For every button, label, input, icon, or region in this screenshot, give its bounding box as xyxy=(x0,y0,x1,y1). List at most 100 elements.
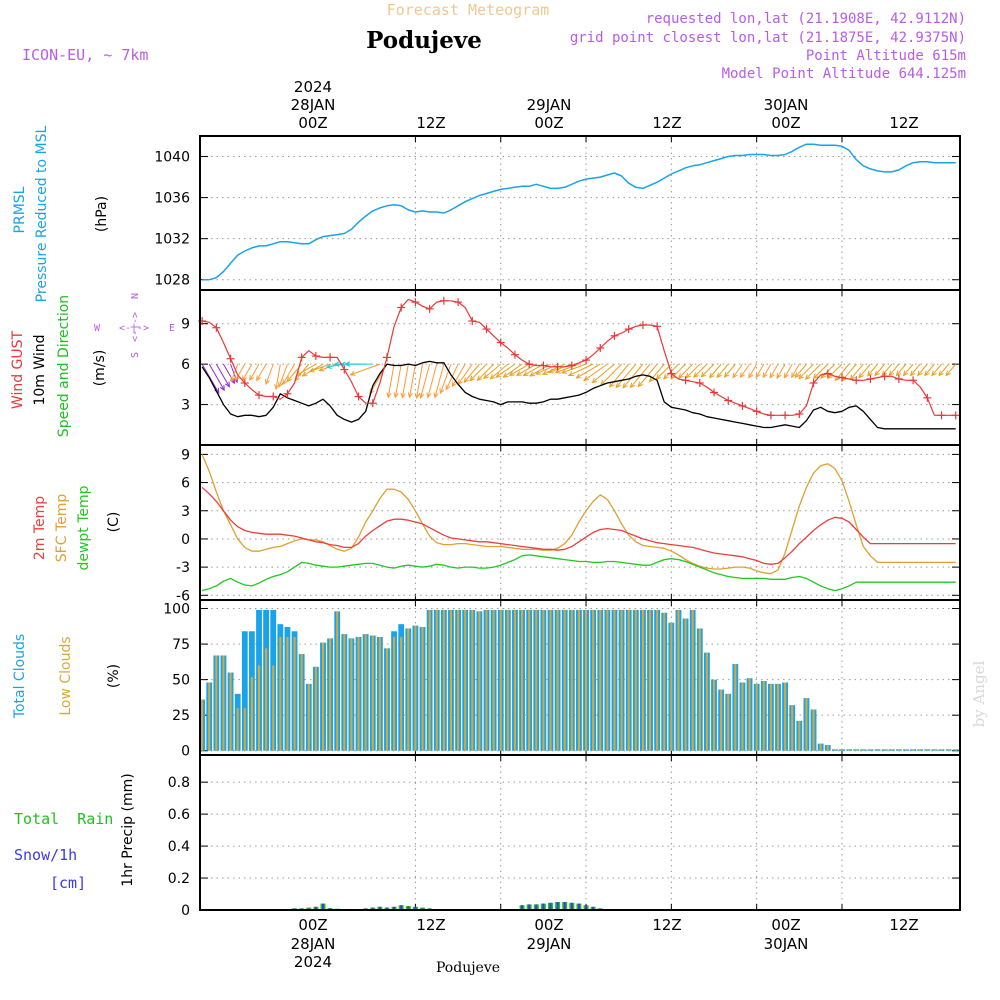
wind-arrowhead xyxy=(867,370,873,377)
y-tick-label: 100 xyxy=(163,602,190,618)
wind-arrowhead xyxy=(804,374,811,380)
wind-arrowhead xyxy=(655,374,662,380)
snow-unit-label: [cm] xyxy=(50,874,86,892)
y-tick-label: 0 xyxy=(181,903,190,919)
wind-direction-arrow xyxy=(490,363,509,380)
total-cloud-bar xyxy=(241,631,248,751)
wind-direction-arrow xyxy=(805,363,822,380)
low-cloud-bar xyxy=(613,609,616,751)
precip-unit-label: 1hr Precip (mm) xyxy=(120,773,136,886)
wind-arrowhead xyxy=(678,373,684,379)
wind-arrowhead xyxy=(723,372,730,378)
low-cloud-bar xyxy=(350,638,353,751)
wind-speed-line xyxy=(201,360,956,430)
wind-arrowhead xyxy=(451,381,457,388)
low-cloud-bar xyxy=(826,745,829,751)
low-cloud-bar xyxy=(869,749,872,751)
low-cloud-bar xyxy=(378,636,381,751)
low-cloud-bar xyxy=(684,618,687,751)
wind-direction-arrow xyxy=(867,363,878,377)
wind-arrowhead xyxy=(917,370,923,377)
low-cloud-bar xyxy=(819,743,822,751)
wind-direction-arrow xyxy=(394,364,402,398)
wind-arrowhead xyxy=(637,381,644,388)
top-tick-label: 00Z xyxy=(298,114,327,132)
wind-arrowhead xyxy=(349,370,356,376)
low-cloud-bar xyxy=(521,609,524,751)
snow-bar xyxy=(542,903,545,910)
low-cloud-bar xyxy=(385,648,389,751)
low-cloud-bar xyxy=(926,749,929,751)
wind-direction-arrow xyxy=(434,364,445,398)
wind-arrowhead xyxy=(407,392,413,399)
wind-arrowhead xyxy=(693,372,699,378)
wind-arrowhead xyxy=(529,371,536,377)
low-cloud-bar xyxy=(400,636,403,751)
low-cloud-bar xyxy=(471,609,474,751)
low-cloud-bar xyxy=(464,609,467,751)
wind-arrowhead xyxy=(895,370,902,377)
low-cloud-bar xyxy=(712,679,716,751)
wind-direction-arrow xyxy=(215,363,230,387)
low-cloud-bar xyxy=(584,609,588,751)
wind-arrowhead xyxy=(648,376,655,383)
wind-direction-arrow xyxy=(439,363,452,394)
wind-arrowhead xyxy=(739,372,745,379)
wind-direction-arrow xyxy=(420,364,431,398)
wind-arrowhead xyxy=(476,375,483,382)
wind-arrowhead xyxy=(615,382,622,389)
wind-arrowhead xyxy=(482,373,489,380)
low-cloud-bar xyxy=(776,683,780,751)
bottom-tick-label: 12Z xyxy=(416,916,445,934)
low-cloud-bar xyxy=(357,636,360,751)
y-tick-label: 3 xyxy=(181,398,190,414)
wind-direction-arrow xyxy=(282,363,295,385)
low-cloud-bar xyxy=(577,609,580,751)
low-cloud-bar xyxy=(556,609,559,751)
wind-direction-arrow xyxy=(903,363,914,376)
low-cloud-bar xyxy=(371,635,374,751)
wind-direction-arrow xyxy=(776,363,786,379)
low-cloud-bar xyxy=(862,749,865,751)
wind-direction-arrow xyxy=(469,363,487,381)
wind-arrowhead xyxy=(945,370,951,377)
low-cloud-bar xyxy=(570,609,573,751)
wind-arrowhead xyxy=(230,376,236,383)
snow-bar xyxy=(556,902,559,910)
compass-west-label: W xyxy=(94,323,101,334)
low-cloud-bar xyxy=(428,609,431,751)
low-cloud-bar xyxy=(670,622,673,751)
wind-arrowhead xyxy=(386,392,392,399)
compass-east-label: E xyxy=(169,323,175,334)
wind-direction-arrow xyxy=(416,364,424,399)
wind-arrowhead xyxy=(881,370,888,377)
top-tick-label: 12Z xyxy=(889,114,918,132)
wind-arrowhead xyxy=(219,385,225,392)
wind-arrowhead xyxy=(670,373,677,380)
wind-direction-arrow xyxy=(568,363,594,376)
temp-2m-line xyxy=(201,486,956,565)
wind-direction-arrow xyxy=(542,363,565,375)
wind-arrowhead xyxy=(716,372,722,379)
wind-arrowhead xyxy=(622,382,628,389)
wind-direction-arrow xyxy=(709,363,722,378)
wind-arrowhead xyxy=(426,392,432,399)
snow-bar xyxy=(407,906,410,910)
low-cloud-bar xyxy=(784,682,787,751)
low-cloud-bar xyxy=(236,708,239,751)
y-tick-label: 1036 xyxy=(154,191,190,207)
low-cloud-bar xyxy=(641,609,644,751)
wind-direction-arrow xyxy=(835,363,850,381)
wind-direction-arrow xyxy=(256,363,267,381)
low-cloud-bar xyxy=(940,749,943,751)
low-cloud-bar xyxy=(208,682,211,751)
y-tick-label: 6 xyxy=(181,476,190,492)
temp-2m-label: 2m Temp xyxy=(32,496,48,560)
wind-direction-arrow xyxy=(896,363,907,376)
panel-frame xyxy=(199,754,961,911)
top-year-label: 2024 xyxy=(294,78,332,96)
low-cloud-bar xyxy=(201,699,204,751)
low-cloud-bar xyxy=(755,683,758,751)
panel-frame xyxy=(199,135,961,291)
wind-direction-arrow xyxy=(249,363,260,381)
